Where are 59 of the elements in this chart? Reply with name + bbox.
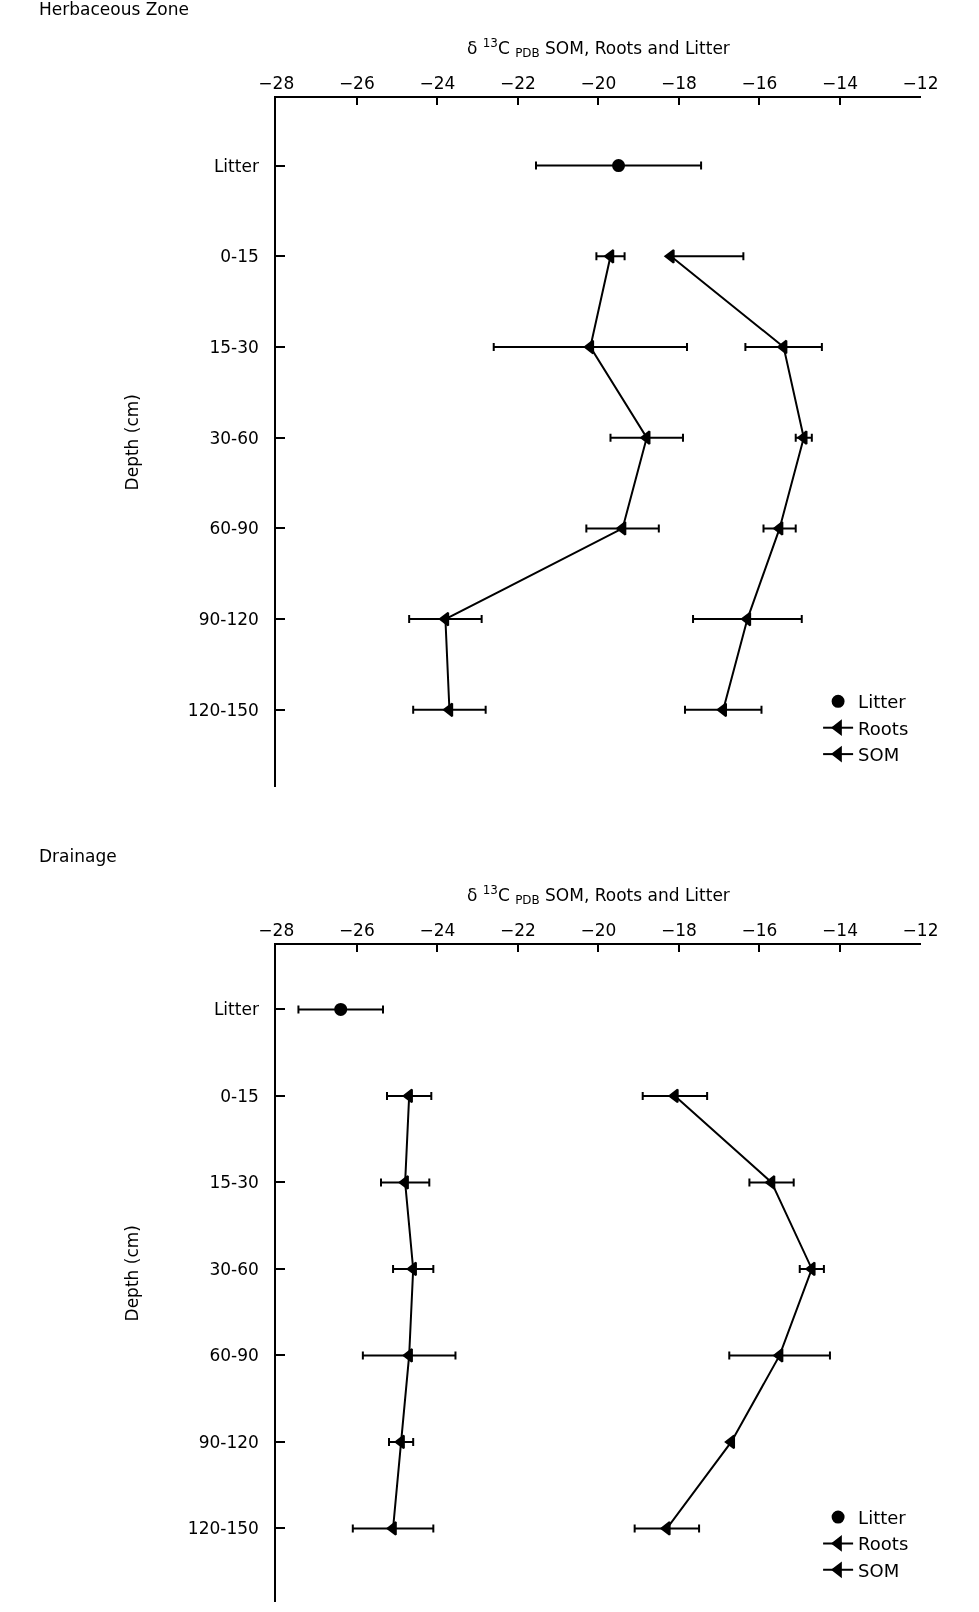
- legend-label: SOM: [858, 744, 900, 766]
- point: [334, 1002, 348, 1016]
- x-tick-label: −16: [741, 72, 778, 93]
- y-tick-label: Litter: [213, 155, 259, 176]
- point: [773, 521, 784, 536]
- legend-label: Litter: [858, 1507, 907, 1529]
- x-tick-label: −14: [822, 919, 858, 940]
- x-tick-label: −28: [258, 72, 295, 93]
- y-tick-label: 0-15: [220, 246, 259, 267]
- y-tick-label: 60-90: [209, 518, 259, 539]
- point: [660, 1521, 671, 1536]
- y-tick-label: 15-30: [209, 1172, 259, 1193]
- x-tick-label: −12: [902, 72, 939, 93]
- point: [740, 611, 752, 627]
- y-tick-label: 90-120: [198, 609, 259, 630]
- legend-label: Roots: [858, 717, 909, 739]
- point: [724, 1434, 736, 1450]
- y-tick-label: Litter: [213, 999, 259, 1020]
- legend-label: SOM: [858, 1559, 900, 1581]
- x-axis-title: δ $^{13}$C $_{PDB}$ SOM, Roots and Litter: [466, 35, 730, 61]
- x-tick-label: −28: [258, 919, 295, 940]
- x-axis-title: δ $^{13}$C $_{PDB}$ SOM, Roots and Litter: [466, 882, 730, 908]
- point: [765, 1175, 776, 1190]
- point: [583, 339, 595, 355]
- y-tick-label: 15-30: [209, 336, 259, 357]
- point: [438, 611, 450, 627]
- x-tick-label: −18: [661, 919, 697, 940]
- point: [442, 702, 454, 718]
- x-tick-label: −26: [338, 919, 375, 940]
- legend-label: Roots: [858, 1533, 909, 1555]
- x-tick-label: −22: [499, 72, 536, 93]
- text: Herbaceous Zone: [39, 0, 189, 19]
- point: [386, 1521, 397, 1536]
- y-tick-label: 60-90: [209, 1345, 259, 1366]
- point: [612, 159, 626, 173]
- y-axis-title: Depth (cm): [121, 394, 142, 491]
- y-tick-label: 120-150: [187, 699, 259, 720]
- x-tick-label: −14: [822, 72, 858, 93]
- x-tick-label: −24: [419, 72, 456, 93]
- x-tick-label: −18: [661, 72, 697, 93]
- point: [773, 1348, 784, 1363]
- y-tick-label: 30-60: [209, 1258, 259, 1279]
- point: [616, 521, 627, 536]
- point: [402, 1348, 413, 1363]
- point: [398, 1175, 409, 1190]
- x-tick-label: −16: [741, 919, 778, 940]
- y-tick-label: 90-120: [198, 1431, 259, 1452]
- y-tick-label: 30-60: [209, 427, 259, 448]
- y-tick-label: 0-15: [220, 1085, 259, 1106]
- x-tick-label: −26: [338, 72, 375, 93]
- x-tick-label: −12: [902, 919, 939, 940]
- y-tick-label: 120-150: [187, 1518, 259, 1539]
- x-tick-label: −22: [499, 919, 536, 940]
- y-axis-title: Depth (cm): [121, 1225, 142, 1322]
- x-tick-label: −24: [419, 919, 456, 940]
- x-tick-label: −20: [580, 72, 617, 93]
- text: Drainage: [39, 846, 117, 866]
- legend-label: Litter: [858, 691, 907, 713]
- x-tick-label: −20: [580, 919, 617, 940]
